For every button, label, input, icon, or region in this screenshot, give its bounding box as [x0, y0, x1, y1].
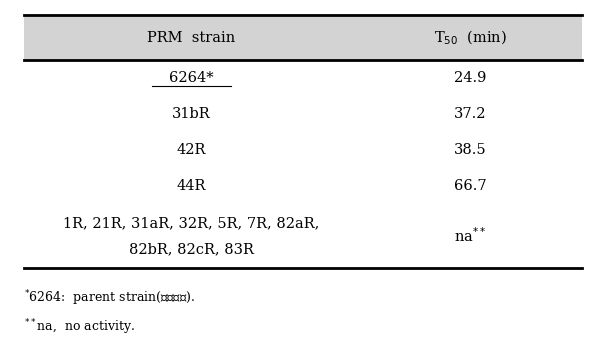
- Text: T$_{50}$  (min): T$_{50}$ (min): [434, 28, 507, 47]
- Text: na$^{**}$: na$^{**}$: [454, 226, 487, 245]
- Text: 66.7: 66.7: [454, 179, 487, 193]
- Text: 82bR, 82cR, 83R: 82bR, 82cR, 83R: [129, 243, 254, 257]
- Text: 38.5: 38.5: [454, 143, 487, 157]
- Text: 24.9: 24.9: [454, 71, 487, 85]
- Text: 44R: 44R: [177, 179, 206, 193]
- Text: 31bR: 31bR: [172, 107, 211, 121]
- Text: 6264*: 6264*: [169, 71, 214, 85]
- Text: 37.2: 37.2: [454, 107, 487, 121]
- Text: $^{**}$na,  no activity.: $^{**}$na, no activity.: [24, 318, 135, 338]
- Text: PRM  strain: PRM strain: [147, 31, 236, 45]
- Text: $^{*}$6264:  parent strain(모숙주균).: $^{*}$6264: parent strain(모숙주균).: [24, 288, 195, 308]
- Text: 42R: 42R: [177, 143, 206, 157]
- Text: 1R, 21R, 31aR, 32R, 5R, 7R, 82aR,: 1R, 21R, 31aR, 32R, 5R, 7R, 82aR,: [63, 216, 320, 230]
